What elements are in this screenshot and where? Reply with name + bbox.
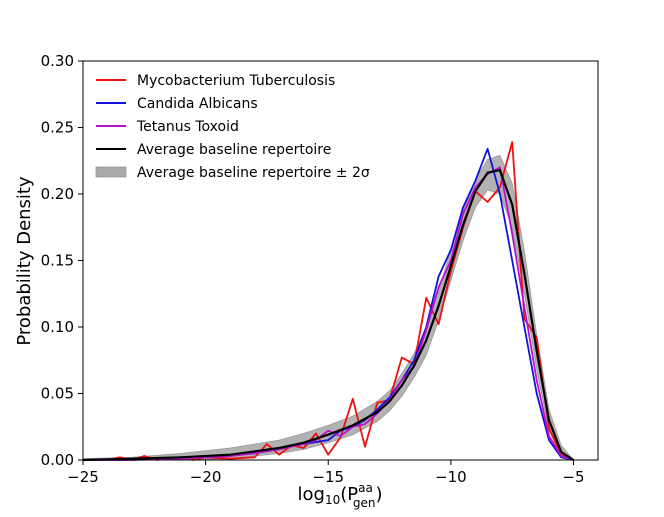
x-axis-label-sub: gen <box>353 496 376 510</box>
legend-label: Mycobacterium Tuberculosis <box>137 73 335 89</box>
y-tick-label: 0.30 <box>41 52 74 70</box>
x-axis-label-close: ) <box>375 484 382 505</box>
legend-label: Average baseline repertoire ± 2σ <box>137 165 370 181</box>
ticks-layer: −25 −20 −15 −10 −5 0.00 0.05 0.10 0.15 0.20 0.25 0.… <box>41 52 585 486</box>
series-3 <box>82 169 575 462</box>
series-line-3 <box>82 169 575 462</box>
series-layer <box>82 141 575 462</box>
legend-label: Average baseline repertoire <box>137 142 331 158</box>
x-axis-label-open: (P <box>340 484 358 505</box>
y-tick-label: 0.10 <box>41 318 74 336</box>
legend-item: Tetanus Toxoid <box>96 119 239 135</box>
y-tick-label: 0.05 <box>41 385 74 403</box>
legend-item: Average baseline repertoire <box>96 142 331 158</box>
legend-label: Tetanus Toxoid <box>136 119 239 135</box>
legend-item: Average baseline repertoire ± 2σ <box>95 165 370 181</box>
x-axis-label: log10(Paa gen) <box>298 481 383 510</box>
legend-label: Candida Albicans <box>137 96 258 112</box>
x-axis-label-sup: aa <box>358 481 373 495</box>
series-2 <box>83 166 574 461</box>
y-tick-label: 0.00 <box>41 451 74 469</box>
legend-swatch <box>95 166 127 178</box>
legend-item: Candida Albicans <box>96 96 258 112</box>
y-tick-label: 0.25 <box>41 119 74 137</box>
x-tick-label: −10 <box>435 468 467 486</box>
x-axis-label-base-sub: 10 <box>325 493 340 507</box>
x-tick-label: −20 <box>190 468 222 486</box>
y-axis-label: Probability Density <box>14 176 35 346</box>
y-tick-label: 0.15 <box>41 252 74 270</box>
x-axis-label-base: log <box>298 484 325 505</box>
series-line-2 <box>83 166 574 461</box>
legend: Mycobacterium Tuberculosis Candida Albica… <box>95 73 370 181</box>
legend-item: Mycobacterium Tuberculosis <box>96 73 335 89</box>
x-tick-label: −15 <box>312 468 344 486</box>
y-tick-label: 0.20 <box>41 185 74 203</box>
x-tick-label: −25 <box>67 468 99 486</box>
x-tick-label: −5 <box>562 468 584 486</box>
